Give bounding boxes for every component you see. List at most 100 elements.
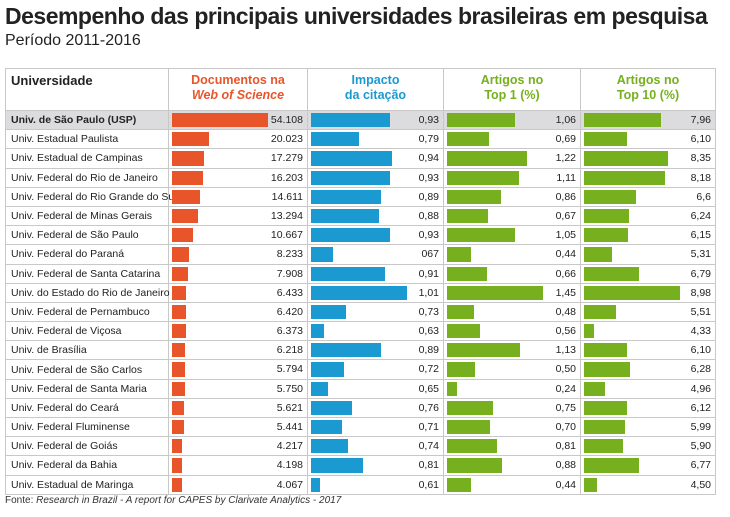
cell-top10: 5,90 [580, 436, 716, 456]
cell-impacto: 0,88 [307, 205, 444, 226]
value-label-documentos: 4.067 [276, 478, 303, 491]
cell-top1: 0,56 [443, 321, 581, 341]
value-label-top10: 8,18 [690, 171, 711, 184]
cell-documentos: 8.233 [168, 244, 308, 264]
value-label-impacto: 0,93 [418, 229, 439, 242]
bar-top10 [584, 458, 640, 473]
cell-top10: 5,99 [580, 416, 716, 437]
value-label-impacto: 0,81 [418, 459, 439, 472]
header-line1: Universidade [11, 73, 93, 88]
university-name: Univ. Federal Fluminense [5, 416, 169, 437]
cell-top10: 7,96 [580, 109, 716, 130]
cell-impacto: 0,61 [307, 474, 444, 495]
value-label-top10: 5,99 [690, 421, 711, 433]
bar-documentos [172, 420, 184, 435]
cell-documentos: 4.198 [168, 455, 308, 476]
bar-top10 [584, 304, 616, 320]
bar-documentos [172, 113, 268, 128]
value-label-top1: 0,81 [555, 440, 576, 453]
university-name: Univ. de Brasília [5, 340, 169, 360]
bar-top10 [584, 343, 627, 358]
bar-impacto [311, 324, 325, 339]
value-label-impacto: 0,93 [418, 114, 439, 126]
cell-documentos: 6.218 [168, 340, 308, 360]
bar-documentos [172, 228, 193, 243]
cell-impacto: 0,76 [307, 397, 444, 418]
bar-documentos [172, 381, 185, 396]
cell-top10: 6,10 [580, 340, 716, 360]
bar-documentos [172, 458, 182, 473]
value-label-impacto: 0,79 [418, 133, 439, 146]
cell-impacto: 0,65 [307, 378, 444, 399]
table-row: Univ. de Brasília 6.218 0,89 1,13 6,10 [5, 340, 716, 360]
value-label-top10: 4,33 [690, 325, 711, 338]
university-name: Univ. do Estado do Rio de Janeiro [5, 282, 170, 303]
university-name: Univ. Estadual Paulista [5, 129, 169, 149]
bar-top1 [447, 458, 503, 473]
cell-documentos: 4.217 [168, 436, 308, 456]
cell-documentos: 5.621 [168, 397, 308, 418]
value-label-top10: 6,79 [690, 267, 711, 280]
cell-documentos: 14.611 [168, 186, 308, 207]
cell-impacto: 0,91 [307, 263, 444, 284]
cell-top1: 1,45 [443, 282, 581, 303]
bar-top1 [447, 247, 472, 262]
bar-top10 [584, 228, 628, 243]
bar-top1 [447, 324, 480, 339]
bar-top1 [447, 304, 475, 320]
table-row: Univ. Federal do Ceará 5.621 0,76 0,75 6,12 [5, 397, 716, 418]
value-label-top1: 0,24 [555, 382, 576, 395]
bar-top10 [584, 439, 623, 454]
bar-impacto [311, 420, 342, 435]
cell-documentos: 54.108 [168, 109, 308, 130]
value-label-top1: 0,44 [555, 248, 576, 261]
value-label-documentos: 6.420 [276, 305, 303, 318]
value-label-top1: 0,70 [555, 421, 576, 433]
university-name: Univ. Estadual de Maringa [5, 474, 169, 495]
value-label-top1: 0,88 [555, 459, 576, 472]
value-label-top10: 6,12 [690, 401, 711, 414]
value-label-top1: 1,06 [555, 114, 576, 126]
value-label-top10: 5,90 [690, 440, 711, 453]
bar-top1 [447, 189, 502, 204]
column-header-top1: Artigos no Top 1 (%) [443, 68, 581, 111]
bar-top1 [447, 285, 543, 300]
value-label-impacto: 0,91 [418, 267, 439, 280]
university-name: Univ. Federal do Rio Grande do Sul [5, 186, 177, 207]
cell-top1: 0,75 [443, 397, 581, 418]
bar-top1 [447, 208, 488, 224]
bar-impacto [311, 189, 381, 204]
value-label-impacto: 0,88 [418, 209, 439, 222]
cell-top10: 6,77 [580, 455, 716, 476]
cell-top1: 1,22 [443, 148, 581, 169]
value-label-impacto: 0,73 [418, 305, 439, 318]
cell-top10: 4,33 [580, 321, 716, 341]
header-line2: Top 1 (%) [484, 88, 540, 102]
bar-documentos [172, 170, 203, 185]
column-header-name: Universidade [5, 68, 169, 111]
bar-documentos [172, 266, 189, 281]
cell-impacto: 067 [307, 244, 444, 264]
value-label-impacto: 0,65 [418, 382, 439, 395]
cell-top1: 0,81 [443, 436, 581, 456]
bar-documentos [172, 304, 186, 320]
table-row: Univ. Federal da Bahia 4.198 0,81 0,88 6,77 [5, 455, 716, 476]
bar-top1 [447, 439, 498, 454]
cell-top1: 0,67 [443, 205, 581, 226]
value-label-top10: 4,50 [690, 478, 711, 491]
bar-top1 [447, 170, 519, 185]
value-label-top1: 0,69 [555, 133, 576, 146]
bar-top1 [447, 151, 527, 166]
column-header-documentos: Documentos na Web of Science [168, 68, 308, 111]
bar-impacto [311, 247, 333, 262]
value-label-documentos: 5.794 [276, 363, 303, 376]
value-label-top1: 0,66 [555, 267, 576, 280]
value-label-documentos: 20.023 [270, 133, 303, 146]
value-label-documentos: 6.433 [276, 286, 303, 299]
value-label-top1: 0,86 [555, 190, 576, 203]
value-label-documentos: 5.621 [276, 401, 303, 414]
value-label-top1: 0,48 [555, 305, 576, 318]
bar-top10 [584, 362, 630, 377]
value-label-documentos: 8.233 [276, 248, 303, 261]
value-label-documentos: 16.203 [270, 171, 303, 184]
